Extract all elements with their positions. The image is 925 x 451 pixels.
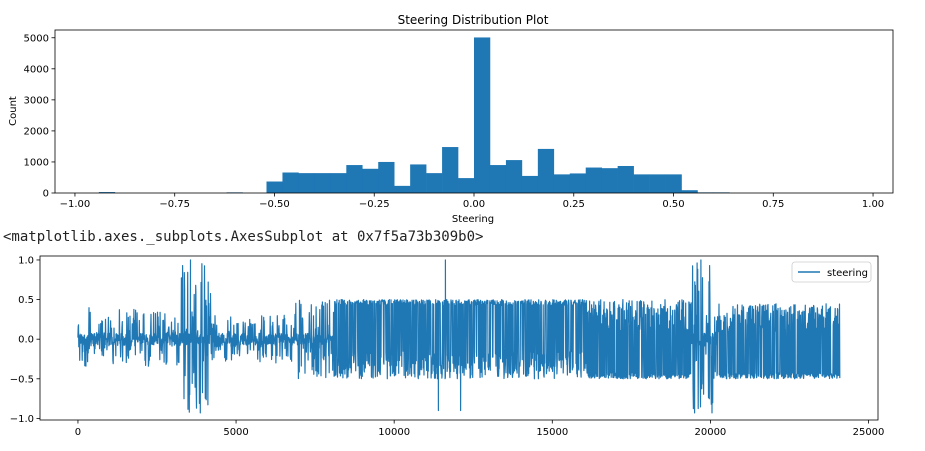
histogram-x-ticks: −1.00 −0.75 −0.50 −0.25 0.00 0.25 0.50 0.75 1.00 [60, 193, 884, 210]
x-tick-label: −0.25 [359, 199, 390, 210]
cell-output-text: <matplotlib.axes._subplots.AxesSubplot a… [3, 229, 484, 245]
legend-label: steering [827, 268, 868, 279]
x-tick-label: 0.00 [463, 199, 485, 210]
y-tick-label: −1.0 [10, 414, 34, 425]
histogram-bar [633, 174, 650, 193]
histogram-bar [266, 181, 283, 193]
y-tick-label: 5000 [24, 33, 49, 44]
histogram-bar [394, 185, 411, 193]
chart-title: Steering Distribution Plot [398, 13, 549, 27]
y-tick-label: 2000 [24, 126, 49, 137]
y-tick-label: 0.0 [18, 335, 34, 346]
histogram-bar [521, 175, 539, 193]
histogram-bar [98, 192, 116, 193]
histogram-bar [298, 173, 315, 193]
x-tick-label: −0.75 [159, 199, 190, 210]
histogram-bar [282, 172, 299, 193]
steering-line-chart: 0 5000 10000 15000 20000 25000 −1.0 −0.5 0.0 0.5… [10, 255, 885, 438]
histogram-y-ticks: 0 1000 2000 3000 4000 5000 [24, 33, 55, 200]
line-axes-frame [39, 255, 879, 421]
x-tick-label: 0.75 [762, 199, 784, 210]
line-x-ticks: 0 5000 10000 15000 20000 25000 [75, 420, 885, 438]
x-axis-label: Steering [452, 214, 494, 225]
x-tick-label: −1.00 [60, 199, 91, 210]
x-tick-label: 0.25 [563, 199, 585, 210]
steering-series-path [77, 259, 841, 414]
histogram-bar [378, 161, 395, 193]
y-tick-label: −0.5 [10, 374, 34, 385]
x-tick-label: 10000 [378, 427, 410, 438]
histogram-bar [617, 165, 634, 193]
histogram-bar [649, 174, 666, 193]
line-y-ticks: −1.0 −0.5 0.0 0.5 1.0 [10, 255, 40, 425]
histogram-bar [362, 168, 379, 193]
histogram-bar [346, 165, 363, 193]
y-tick-label: 0.5 [18, 295, 34, 306]
y-tick-label: 3000 [24, 95, 49, 106]
histogram-bar [314, 173, 331, 193]
x-tick-label: −0.50 [259, 199, 290, 210]
steering-series-line [77, 259, 841, 414]
histogram-bar [553, 174, 571, 193]
legend-box [791, 261, 872, 283]
y-tick-label: 4000 [24, 64, 49, 75]
histogram-bar [681, 190, 698, 193]
histogram-bar [330, 173, 347, 193]
histogram-bar [426, 173, 443, 193]
x-tick-label: 0 [75, 427, 81, 438]
histogram-bar [410, 164, 427, 193]
x-tick-label: 1.00 [862, 199, 884, 210]
histogram-bar [458, 178, 475, 193]
histogram-bar [569, 173, 587, 193]
x-tick-label: 25000 [853, 427, 885, 438]
x-tick-label: 0.50 [662, 199, 684, 210]
histogram-bar [601, 168, 618, 193]
y-axis-label: Count [8, 96, 19, 126]
histogram-bars [98, 37, 730, 193]
x-tick-label: 5000 [223, 427, 248, 438]
histogram-bar [489, 165, 507, 193]
y-tick-label: 1000 [24, 157, 49, 168]
legend: steering [791, 261, 872, 283]
y-tick-label: 1.0 [18, 255, 34, 266]
histogram-bar [442, 147, 459, 193]
histogram-chart: Steering Distribution Plot −1.00 −0.75 −0.… [8, 13, 894, 225]
histogram-bar [585, 167, 602, 193]
histogram-bar [665, 174, 682, 193]
x-tick-label: 20000 [694, 427, 726, 438]
histogram-bar [505, 160, 523, 193]
histogram-bar [474, 37, 491, 193]
y-tick-label: 0 [43, 189, 49, 200]
histogram-bar [537, 148, 555, 193]
x-tick-label: 15000 [536, 427, 568, 438]
